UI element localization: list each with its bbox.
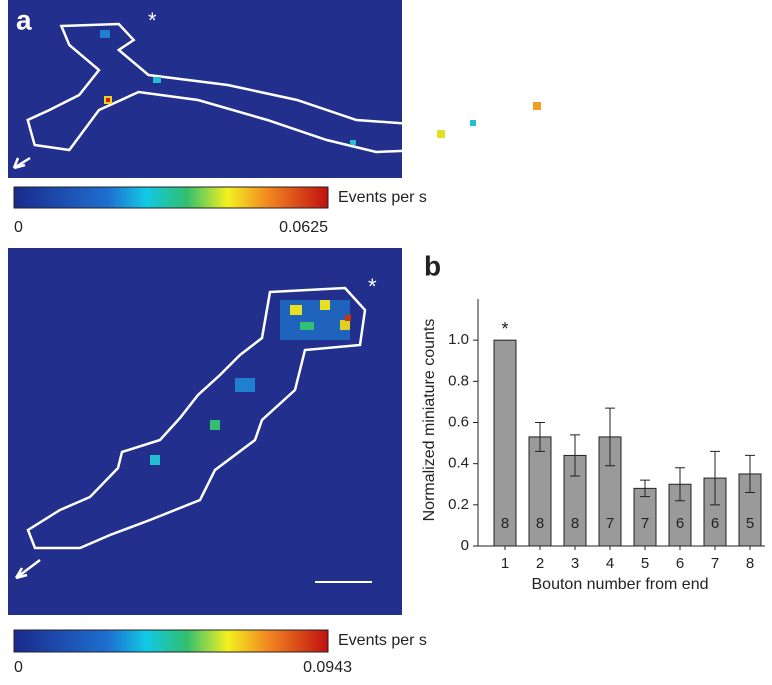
annotation: * xyxy=(501,319,508,339)
annotation: * xyxy=(368,274,377,299)
colorbar-max: 0.0943 xyxy=(303,659,352,676)
colorbar xyxy=(13,629,329,653)
image-background xyxy=(8,0,402,178)
annotation: * xyxy=(148,8,157,33)
x-axis-label: Bouton number from end xyxy=(532,576,709,593)
arrow xyxy=(14,559,41,580)
error-bar xyxy=(745,454,755,493)
x-tick-label: 4 xyxy=(606,555,614,572)
bar-n-label: 7 xyxy=(641,515,649,532)
bar-n-label: 6 xyxy=(711,515,719,532)
error-bar xyxy=(710,450,720,506)
error-bar xyxy=(570,434,580,477)
x-tick-label: 5 xyxy=(641,555,649,572)
bar-n-label: 8 xyxy=(501,515,509,532)
x-tick-label: 7 xyxy=(711,555,719,572)
bar-n-label: 8 xyxy=(571,515,579,532)
hotspots xyxy=(150,300,351,465)
x-tick-label: 1 xyxy=(501,555,509,572)
annotation: * xyxy=(570,79,579,104)
arrow xyxy=(12,156,31,170)
error-bar xyxy=(605,407,615,467)
error-bar xyxy=(535,422,545,452)
error-bar xyxy=(675,467,685,502)
x-tick-label: 6 xyxy=(676,555,684,572)
y-tick-label: 0.4 xyxy=(448,455,469,472)
outline xyxy=(26,22,556,154)
y-tick-label: 1.0 xyxy=(448,331,469,348)
panel-letter: b xyxy=(424,250,441,281)
panel-letter: a xyxy=(16,4,32,35)
x-tick-label: 8 xyxy=(746,555,754,572)
bar-n-label: 5 xyxy=(746,515,754,532)
hotspots xyxy=(100,30,541,145)
y-tick-label: 0 xyxy=(461,537,469,554)
x-tick-label: 3 xyxy=(571,555,579,572)
bar-n-label: 7 xyxy=(606,515,614,532)
colorbar-min: 0 xyxy=(14,219,23,236)
bar xyxy=(493,339,517,547)
bar-n-label: 6 xyxy=(676,515,684,532)
colorbar-min: 0 xyxy=(14,659,23,676)
y-tick-label: 0.2 xyxy=(448,496,469,513)
colorbar-label: Events per s xyxy=(338,632,427,649)
outline xyxy=(26,286,367,550)
colorbar-label: Events per s xyxy=(338,189,427,206)
error-bar xyxy=(640,479,650,498)
x-tick-label: 2 xyxy=(536,555,544,572)
bar-n-label: 8 xyxy=(536,515,544,532)
y-tick-label: 0.8 xyxy=(448,372,469,389)
colorbar-max: 0.0625 xyxy=(279,219,328,236)
colorbar xyxy=(13,186,329,209)
y-tick-label: 0.6 xyxy=(448,413,469,430)
y-axis-label: Normalized miniature counts xyxy=(421,319,438,522)
